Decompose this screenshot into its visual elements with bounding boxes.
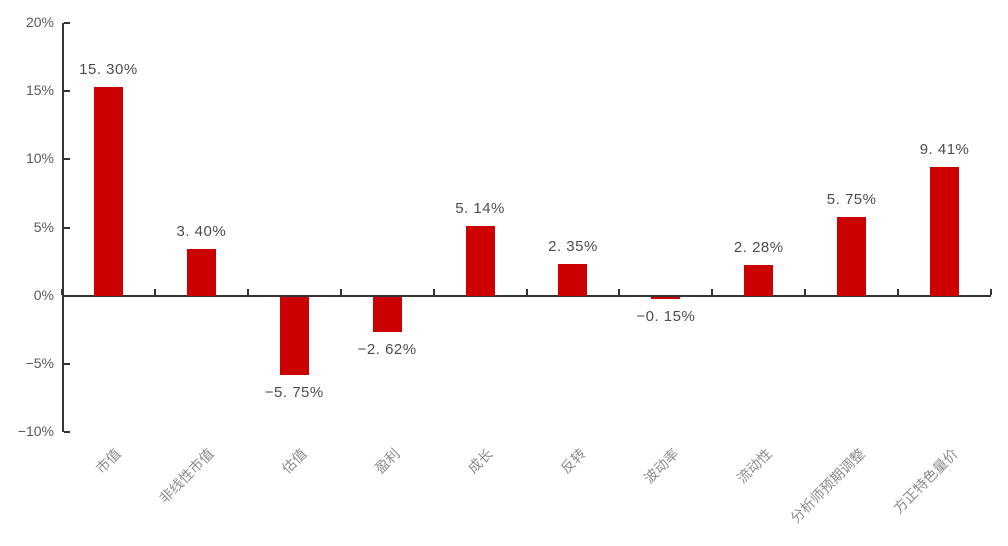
x-tick [339, 288, 342, 295]
y-tick-label: 0% [33, 286, 54, 303]
x-tick [804, 288, 807, 295]
y-tick-label: 10% [25, 150, 54, 167]
bar [465, 225, 495, 296]
x-category-label: 估值 [278, 445, 310, 477]
x-tick [246, 288, 249, 295]
bar-value-label: −2. 62% [357, 341, 417, 359]
y-tick-label: −5% [25, 354, 54, 371]
bar-value-label: 9. 41% [919, 141, 970, 159]
bar-value-label: 2. 28% [733, 238, 784, 256]
x-axis-line [62, 294, 991, 297]
y-tick-label: 20% [25, 14, 54, 30]
x-tick [153, 288, 156, 295]
x-category-label: 波动率 [640, 445, 682, 487]
x-category-label: 成长 [464, 445, 496, 477]
y-axis-line [62, 23, 64, 432]
x-tick [990, 288, 992, 295]
bar-value-label: 2. 35% [548, 237, 598, 255]
x-tick [432, 288, 435, 295]
bar [651, 296, 681, 299]
y-tick [64, 158, 70, 161]
y-tick [64, 22, 70, 24]
y-tick [64, 362, 70, 365]
x-category-label: 盈利 [371, 445, 403, 477]
bar-value-label: 15. 30% [79, 61, 138, 79]
x-category-label: 非线性市值 [156, 445, 218, 507]
bar [93, 87, 123, 296]
y-tick-label: −10% [17, 423, 54, 439]
x-category-label: 反转 [557, 445, 589, 477]
bar-value-label: 5. 14% [455, 199, 505, 217]
x-tick [525, 288, 528, 295]
bar-value-label: −0. 15% [636, 307, 696, 325]
bar [186, 249, 216, 296]
bar [279, 296, 309, 376]
x-tick [618, 288, 621, 295]
bar [372, 296, 402, 333]
bar [930, 167, 960, 296]
x-category-label: 流动性 [733, 445, 775, 487]
bar [558, 263, 588, 296]
y-tick-label: 5% [33, 218, 54, 235]
y-tick [64, 431, 70, 433]
x-category-label: 分析师预期调整 [786, 445, 868, 527]
y-tick [64, 226, 70, 229]
y-tick [64, 90, 70, 93]
bar-value-label: 3. 40% [176, 223, 227, 241]
x-tick [61, 288, 63, 295]
x-tick [711, 288, 714, 295]
bar-value-label: −5. 75% [264, 384, 324, 402]
y-tick [64, 294, 70, 297]
y-tick-label: 15% [25, 82, 54, 99]
bar [837, 217, 867, 296]
bar-value-label: 5. 75% [826, 191, 877, 209]
x-tick [897, 288, 900, 295]
x-category-label: 方正特色量价 [889, 445, 961, 517]
bar [744, 264, 774, 296]
x-category-label: 市值 [93, 445, 125, 477]
